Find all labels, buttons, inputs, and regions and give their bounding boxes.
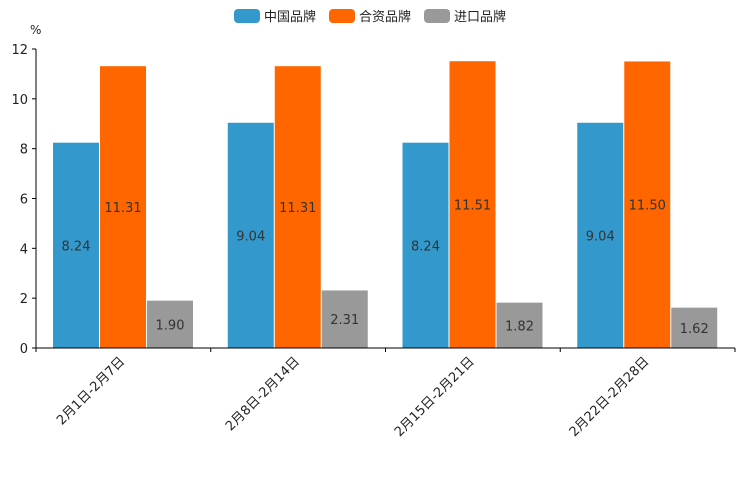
- bar-value-label: 11.31: [104, 201, 141, 216]
- bar-value-label: 11.50: [629, 199, 666, 214]
- y-tick-label: 2: [20, 292, 28, 307]
- y-tick-label: 8: [20, 143, 28, 158]
- bar: [147, 300, 193, 348]
- bar: [100, 66, 146, 348]
- bar-value-label: 11.51: [454, 199, 491, 214]
- legend-label: 进口品牌: [454, 9, 506, 25]
- y-tick-label: 10: [11, 93, 28, 108]
- legend-swatch: [234, 9, 260, 23]
- bar: [624, 61, 671, 348]
- x-category-label: 2月8日-2月14日: [223, 354, 303, 434]
- legend-label: 合资品牌: [359, 9, 411, 25]
- bar: [227, 122, 274, 349]
- y-tick-label: 12: [11, 43, 28, 58]
- bar: [671, 307, 718, 348]
- bar-value-label: 8.24: [62, 239, 91, 254]
- x-category-label: 2月1日-2月7日: [54, 354, 128, 428]
- bar-value-label: 9.04: [236, 229, 265, 244]
- bar-value-label: 2.31: [330, 313, 359, 328]
- bar: [449, 61, 496, 348]
- bar: [321, 290, 368, 348]
- bar-value-label: 8.24: [411, 239, 440, 254]
- bar: [577, 122, 624, 349]
- legend: 中国品牌 合资品牌 进口品牌: [234, 9, 506, 25]
- bars: 8.24 11.31 1.90 9.04 11.31 2.31 8.24 11.51 1.82 9…: [53, 61, 718, 349]
- x-axis: 2月1日-2月7日 2月8日-2月14日 2月15日-2月21日 2月22日-2月28…: [35, 347, 736, 440]
- bar-value-label: 1.90: [156, 318, 185, 333]
- bar: [53, 142, 99, 348]
- x-category-label: 2月22日-2月28日: [567, 354, 653, 440]
- y-tick-label: 4: [20, 242, 28, 257]
- legend-label: 中国品牌: [264, 9, 316, 25]
- legend-swatch: [329, 9, 355, 23]
- y-axis-unit-label: %: [30, 23, 41, 37]
- y-axis: 0 2 4 6 8 10 12: [11, 43, 37, 357]
- bar: [496, 302, 543, 348]
- bar-value-label: 11.31: [279, 201, 316, 216]
- bar-value-label: 1.62: [680, 322, 709, 337]
- y-tick-label: 0: [20, 342, 28, 357]
- legend-swatch: [424, 9, 450, 23]
- bar-value-label: 1.82: [505, 319, 534, 334]
- bar: [402, 142, 449, 348]
- bar: [274, 66, 321, 348]
- y-tick-label: 6: [20, 193, 28, 208]
- bar-value-label: 9.04: [586, 229, 615, 244]
- x-category-label: 2月15日-2月21日: [392, 354, 478, 440]
